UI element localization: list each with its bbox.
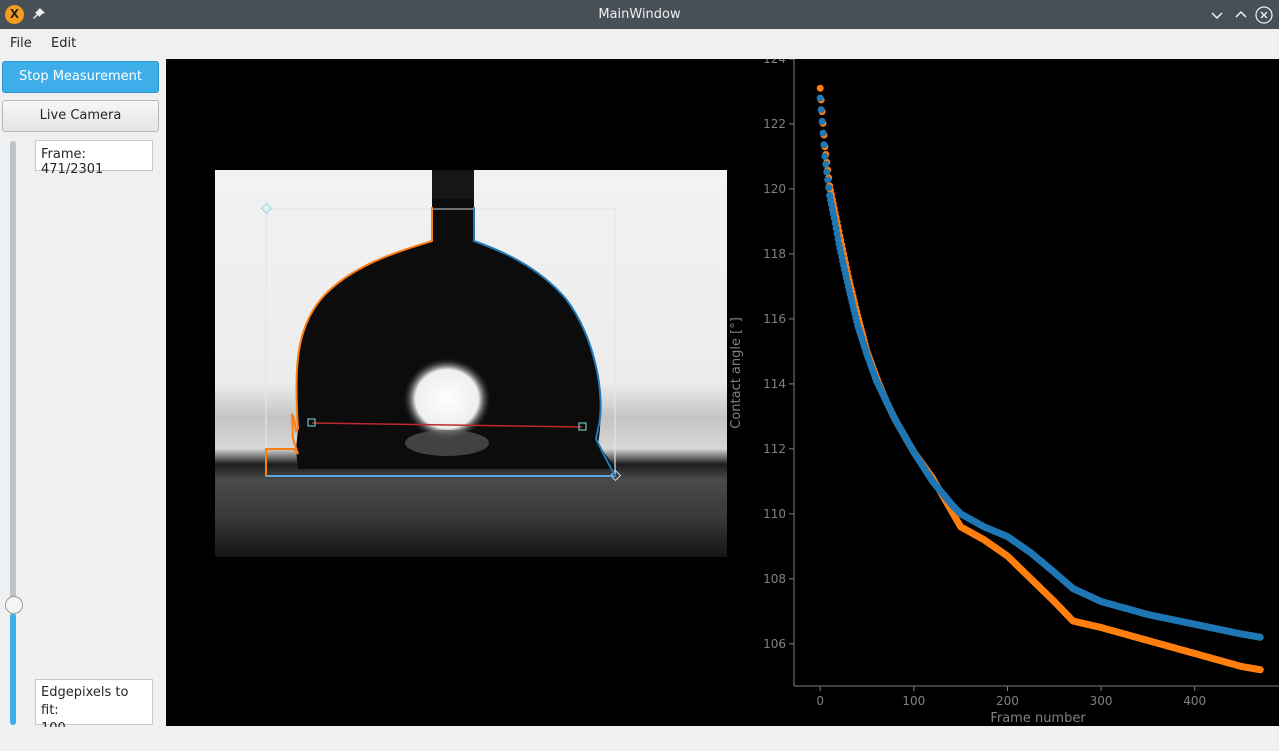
x-tick-label: 400 [1183,694,1206,708]
pin-icon[interactable] [31,6,47,22]
data-point [817,106,825,114]
y-tick-label: 108 [763,572,786,586]
maximize-icon[interactable] [1231,5,1251,25]
y-tick-label: 120 [763,182,786,196]
edgepixels-field[interactable]: Edgepixels to fit: 100 [35,679,153,736]
y-tick-label: 116 [763,312,786,326]
x-tick-label: 200 [996,694,1019,708]
window-title: MainWindow [598,7,681,22]
y-tick-label: 106 [763,637,786,651]
y-axis-ticks: 106 108 110 112 114 116 118 120 122 124 [763,52,794,651]
data-point [816,84,824,92]
close-icon[interactable] [1254,5,1274,25]
series-2 [816,94,1264,641]
app-icon: X [5,5,24,24]
data-point [819,129,827,137]
status-bar [0,727,1279,751]
contact-point-right[interactable] [578,422,587,431]
stop-measurement-button[interactable]: Stop Measurement [2,61,159,93]
live-camera-button[interactable]: Live Camera [2,100,159,132]
title-bar: X MainWindow [0,0,1279,29]
y-tick-label: 110 [763,507,786,521]
frame-slider-fill [10,614,16,725]
menu-edit[interactable]: Edit [51,36,77,51]
x-axis-label: Frame number [990,711,1086,726]
contact-point-left[interactable] [307,418,316,427]
data-point [821,152,829,160]
roi-handle-top-left[interactable] [260,202,273,215]
viewer-canvas: 106 108 110 112 114 116 118 120 122 124 0 100 200 30… [215,52,1279,726]
y-tick-label: 118 [763,247,786,261]
data-point [825,184,833,192]
contact-angle-plot: 106 108 110 112 114 116 118 120 122 124 0 100 200 30… [729,52,1279,726]
y-tick-label: 124 [763,59,786,66]
measurement-view: 106 108 110 112 114 116 118 120 122 124 0 100 200 30… [166,52,1279,726]
data-point [818,117,826,125]
frame-slider[interactable] [10,141,16,725]
edgepixels-label: Edgepixels to fit: [41,685,129,718]
data-point [833,230,841,238]
droplet [296,199,616,469]
data-point [834,235,842,243]
data-point [832,225,840,233]
camera-image [215,170,727,557]
y-tick-label: 122 [763,117,786,131]
data-point [816,94,824,102]
x-tick-label: 0 [816,694,824,708]
data-point [822,160,830,168]
data-point [820,141,828,149]
droplet-glare [402,357,492,441]
menu-bar: File Edit [0,29,1279,58]
y-tick-label: 114 [763,377,786,391]
x-tick-label: 300 [1090,694,1113,708]
frame-slider-handle[interactable] [5,596,23,615]
left-edge-fit [265,207,433,476]
data-point [823,168,831,176]
right-edge-fit [473,207,616,477]
menu-file[interactable]: File [10,36,32,51]
x-axis-ticks: 0 100 200 300 400 [816,686,1206,708]
data-point [824,176,832,184]
data-point [1256,666,1264,674]
contact-line [311,422,583,428]
droplet-reflection [405,430,489,456]
x-tick-label: 100 [902,694,925,708]
series-1 [816,84,1264,674]
data-point [830,214,838,222]
y-tick-label: 112 [763,442,786,456]
data-point [831,219,839,227]
minimize-icon[interactable] [1207,5,1227,25]
y-axis-label: Contact angle [°] [729,317,744,429]
data-series [816,84,1264,674]
data-point [1256,633,1264,641]
frame-counter: Frame: 471/2301 [35,140,153,177]
